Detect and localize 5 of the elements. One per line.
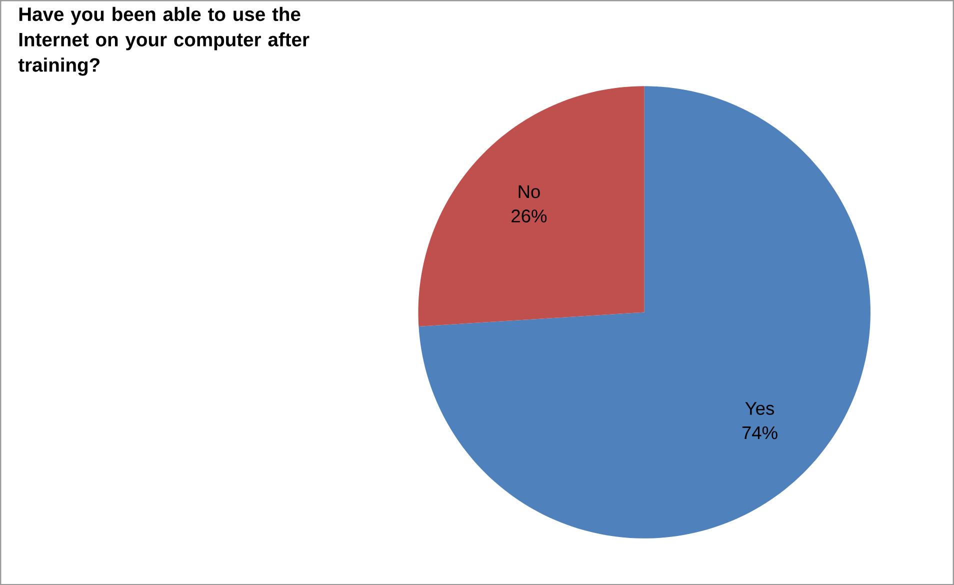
slice-label: No: [518, 185, 540, 198]
data-label: 26%: [512, 209, 547, 222]
slice-label: Yes: [745, 402, 774, 415]
text: Have you been able to use the Internet on your computer after training?: [18, 6, 310, 76]
data-label: 74%: [742, 426, 778, 440]
